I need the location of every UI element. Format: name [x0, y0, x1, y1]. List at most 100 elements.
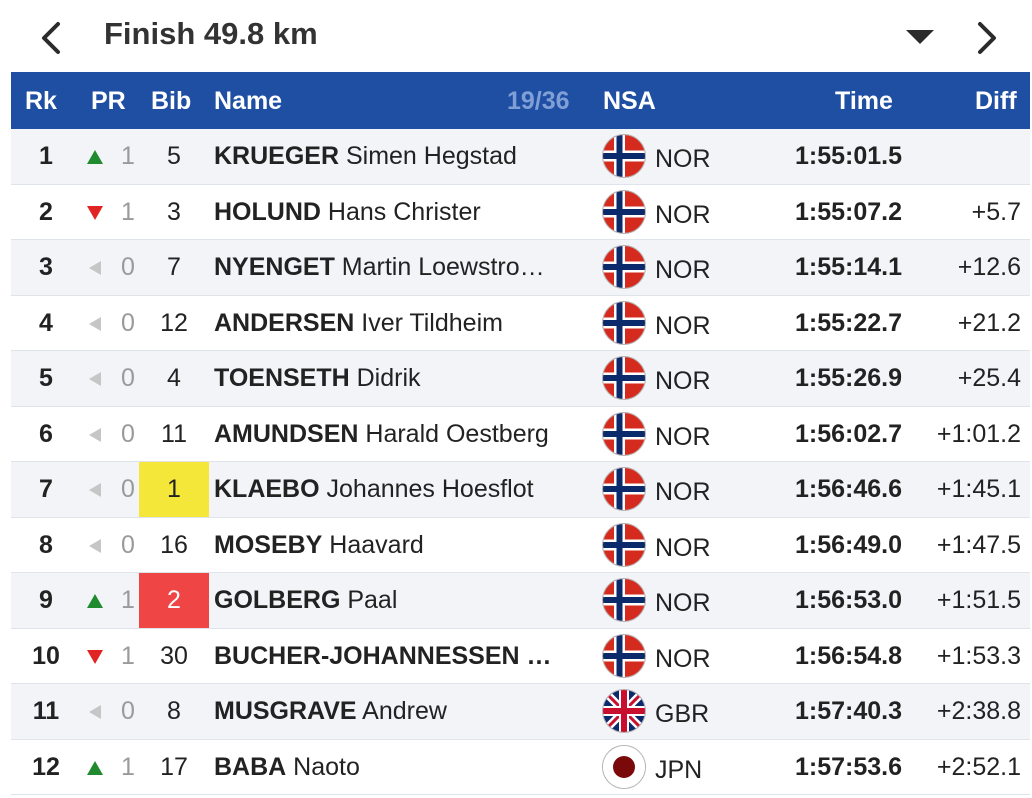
finish-time: 1:56:46.6: [794, 475, 902, 503]
chevron-left-icon[interactable]: [34, 18, 68, 58]
table-row[interactable]: 3 0 7 NYENGET Martin Loewstro… NOR 1:55:14.1 +…: [11, 240, 1030, 296]
finish-time: 1:55:22.7: [794, 308, 902, 337]
rank: 4: [39, 308, 53, 337]
athlete-surname: BUCHER-JOHANNESSEN …: [214, 641, 552, 670]
position-change: 1: [121, 586, 135, 614]
bib-number: 4: [167, 364, 181, 392]
nation-code: NOR: [655, 367, 711, 395]
athlete-name[interactable]: MUSGRAVE Andrew: [214, 684, 599, 739]
page-title: Finish 49.8 km: [104, 16, 318, 51]
header-name[interactable]: Name: [214, 87, 283, 115]
flag-icon: [603, 690, 645, 732]
rank: 3: [39, 253, 53, 281]
athlete-name[interactable]: AMUNDSEN Harald Oestberg: [214, 407, 599, 462]
header-rk[interactable]: Rk: [25, 87, 57, 115]
athlete-surname: GOLBERG: [214, 586, 341, 614]
athlete-name[interactable]: BUCHER-JOHANNESSEN …: [214, 629, 599, 684]
header-nsa[interactable]: NSA: [603, 87, 656, 115]
header-bib[interactable]: Bib: [151, 87, 192, 115]
rank: 1: [39, 142, 53, 170]
athlete-given-name: Simen Hegstad: [339, 142, 517, 170]
nation-code: NOR: [655, 256, 711, 284]
table-row[interactable]: 7 0 1 KLAEBO Johannes Hoesflot NOR 1:56:46.6 +…: [11, 462, 1030, 518]
results-table: 1 1 5 KRUEGER Simen Hegstad NOR 1:55:01.5 2 1 3 H…: [11, 129, 1030, 795]
athlete-name[interactable]: ANDERSEN Iver Tildheim: [214, 296, 599, 351]
bib-number: 7: [167, 253, 181, 281]
time-diff: +1:53.3: [936, 641, 1021, 670]
athlete-surname: TOENSETH: [214, 364, 350, 392]
flag-icon: [603, 745, 645, 788]
athlete-given-name: Hans Christer: [320, 197, 481, 226]
athlete-given-name: Paal: [340, 586, 398, 614]
bib-number: 8: [167, 697, 181, 725]
time-diff: +1:45.1: [936, 475, 1021, 503]
nation-code: NOR: [655, 478, 711, 506]
position-change: 1: [121, 197, 135, 226]
athlete-name[interactable]: GOLBERG Paal: [214, 573, 599, 628]
nation-code: GBR: [655, 700, 710, 728]
table-row[interactable]: 10 1 30 BUCHER-JOHANNESSEN … NOR 1:56:54.8 +1:…: [11, 628, 1030, 684]
flag-icon: [603, 246, 645, 288]
athlete-name[interactable]: BABA Naoto: [214, 740, 599, 795]
header-diff[interactable]: Diff: [975, 87, 1017, 115]
rank: 10: [32, 641, 60, 670]
position-change: 0: [121, 253, 135, 281]
rank: 9: [39, 586, 53, 614]
nation-code: NOR: [655, 589, 711, 617]
flag-icon: [603, 357, 645, 399]
finish-time: 1:55:14.1: [794, 253, 902, 281]
bib-number: 5: [167, 142, 181, 170]
chevron-right-icon[interactable]: [970, 18, 1004, 58]
nation-code: NOR: [655, 311, 711, 340]
table-row[interactable]: 5 0 4 TOENSETH Didrik NOR 1:55:26.9 +25.4: [11, 351, 1030, 407]
flag-icon: [603, 135, 645, 177]
finish-time: 1:55:07.2: [794, 197, 902, 226]
flag-icon: [603, 579, 645, 621]
athlete-name[interactable]: MOSEBY Haavard: [214, 518, 599, 573]
athlete-surname: MUSGRAVE: [214, 697, 357, 725]
bib-number: 16: [160, 530, 188, 559]
bib-number: 12: [160, 308, 188, 337]
table-row[interactable]: 4 0 12 ANDERSEN Iver Tildheim NOR 1:55:22.7 +2…: [11, 295, 1030, 351]
position-change: 1: [121, 641, 135, 670]
athlete-name[interactable]: KLAEBO Johannes Hoesflot: [214, 462, 599, 517]
table-row[interactable]: 11 0 8 MUSGRAVE Andrew GBR 1:57:40.3 +2:38.8: [11, 684, 1030, 740]
athlete-given-name: Naoto: [286, 752, 360, 781]
position-change: 0: [121, 308, 135, 337]
table-row[interactable]: 12 1 17 BABA Naoto JPN 1:57:53.6 +2:52.1: [11, 739, 1030, 795]
time-diff: +12.6: [957, 253, 1021, 281]
table-row[interactable]: 2 1 3 HOLUND Hans Christer NOR 1:55:07.2 +5.7: [11, 184, 1030, 240]
athlete-name[interactable]: HOLUND Hans Christer: [214, 185, 599, 240]
nation-code: NOR: [655, 533, 711, 562]
athlete-surname: BABA: [214, 752, 287, 781]
rank: 12: [32, 752, 60, 781]
table-row[interactable]: 1 1 5 KRUEGER Simen Hegstad NOR 1:55:01.5: [11, 129, 1030, 185]
results-counter: 19/36: [507, 87, 570, 115]
athlete-surname: AMUNDSEN: [214, 419, 359, 448]
nation-code: NOR: [655, 644, 711, 673]
table-row[interactable]: 6 0 11 AMUNDSEN Harald Oestberg NOR 1:56:02.7…: [11, 406, 1030, 462]
athlete-given-name: Iver Tildheim: [354, 308, 503, 337]
athlete-surname: ANDERSEN: [214, 308, 355, 337]
finish-time: 1:57:53.6: [794, 752, 902, 781]
athlete-name[interactable]: TOENSETH Didrik: [214, 351, 599, 406]
athlete-given-name: Andrew: [356, 697, 447, 725]
athlete-given-name: Haavard: [322, 530, 424, 559]
athlete-name[interactable]: NYENGET Martin Loewstro…: [214, 240, 599, 295]
bib-number: 11: [161, 419, 187, 448]
athlete-surname: KLAEBO: [214, 475, 320, 503]
time-diff: +1:47.5: [936, 530, 1021, 559]
table-row[interactable]: 8 0 16 MOSEBY Haavard NOR 1:56:49.0 +1:47.5: [11, 517, 1030, 573]
athlete-name[interactable]: KRUEGER Simen Hegstad: [214, 129, 599, 184]
header-time[interactable]: Time: [835, 87, 893, 115]
header-pr[interactable]: PR: [91, 87, 126, 115]
table-row[interactable]: 9 1 2 GOLBERG Paal NOR 1:56:53.0 +1:51.5: [11, 573, 1030, 629]
flag-icon: [603, 301, 645, 344]
rank: 5: [39, 364, 53, 392]
position-change: 0: [121, 697, 135, 725]
finish-time: 1:57:40.3: [794, 697, 902, 725]
bib-number: 1: [139, 462, 209, 517]
bib-number: 30: [160, 641, 188, 670]
flag-icon: [603, 523, 645, 566]
triangle-down-icon[interactable]: [902, 24, 938, 50]
